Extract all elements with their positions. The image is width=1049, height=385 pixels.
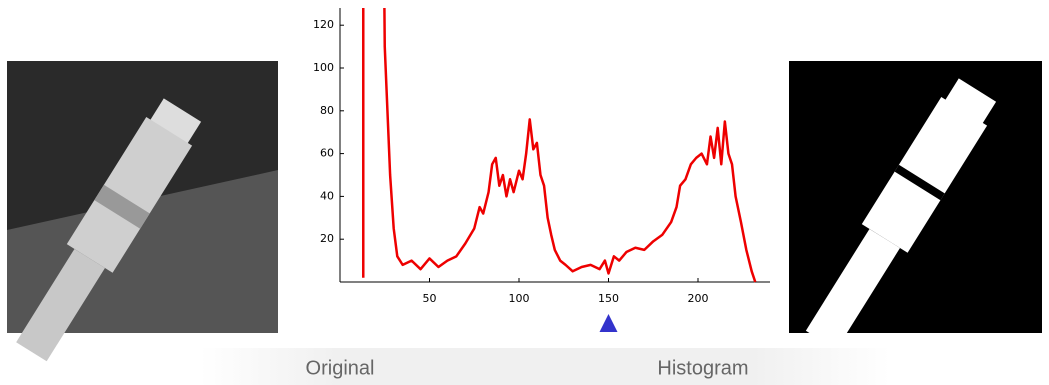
y-tick-label: 60	[320, 147, 334, 160]
threshold-image	[789, 61, 1042, 350]
histogram-line	[362, 8, 757, 283]
plot-area	[362, 8, 757, 283]
caption-band	[200, 348, 890, 385]
x-tick-label: 150	[598, 292, 619, 305]
y-tick-label: 100	[313, 61, 334, 74]
y-tick-label: 80	[320, 104, 334, 117]
x-tick-label: 200	[688, 292, 709, 305]
threshold-marker	[599, 314, 618, 332]
original-image	[7, 61, 278, 362]
x-tick-label: 100	[509, 292, 530, 305]
y-tick-label: 20	[320, 232, 334, 245]
y-tick-label: 120	[313, 18, 334, 31]
caption: Original	[306, 357, 375, 379]
y-tick-label: 40	[320, 189, 334, 202]
x-tick-label: 50	[423, 292, 437, 305]
caption: Histogram	[657, 357, 748, 379]
